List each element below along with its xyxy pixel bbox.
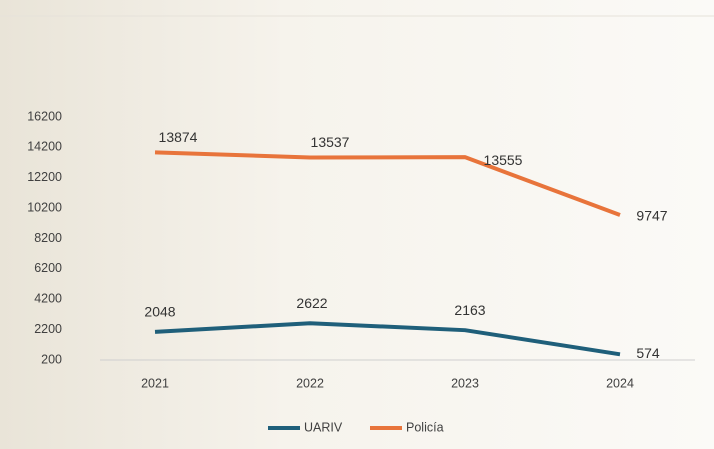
y-tick-label: 12200: [27, 170, 62, 184]
series-line: [154, 321, 621, 357]
y-tick-label: 14200: [27, 140, 62, 154]
x-tick-label: 2022: [296, 376, 324, 390]
y-tick-label: 4200: [34, 292, 62, 306]
x-tick-label: 2023: [451, 376, 479, 390]
data-label: 574: [636, 345, 660, 361]
x-tick-label: 2024: [606, 376, 634, 390]
y-tick-label: 8200: [34, 231, 62, 245]
y-tick-label: 200: [41, 352, 62, 366]
y-tick-label: 6200: [34, 261, 62, 275]
data-label: 13555: [484, 152, 523, 168]
data-label: 9747: [636, 208, 667, 224]
legend-label: Policía: [406, 420, 444, 434]
data-label: 13537: [311, 134, 350, 150]
data-label: 2048: [144, 304, 175, 320]
data-label: 13874: [159, 129, 198, 145]
y-tick-label: 16200: [27, 109, 62, 123]
y-tick-label: 2200: [34, 322, 62, 336]
data-label: 2622: [296, 295, 327, 311]
data-label: 2163: [454, 302, 485, 318]
series-line: [154, 150, 621, 217]
x-tick-label: 2021: [141, 376, 169, 390]
y-tick-label: 10200: [27, 200, 62, 214]
legend-label: UARIV: [304, 420, 343, 434]
